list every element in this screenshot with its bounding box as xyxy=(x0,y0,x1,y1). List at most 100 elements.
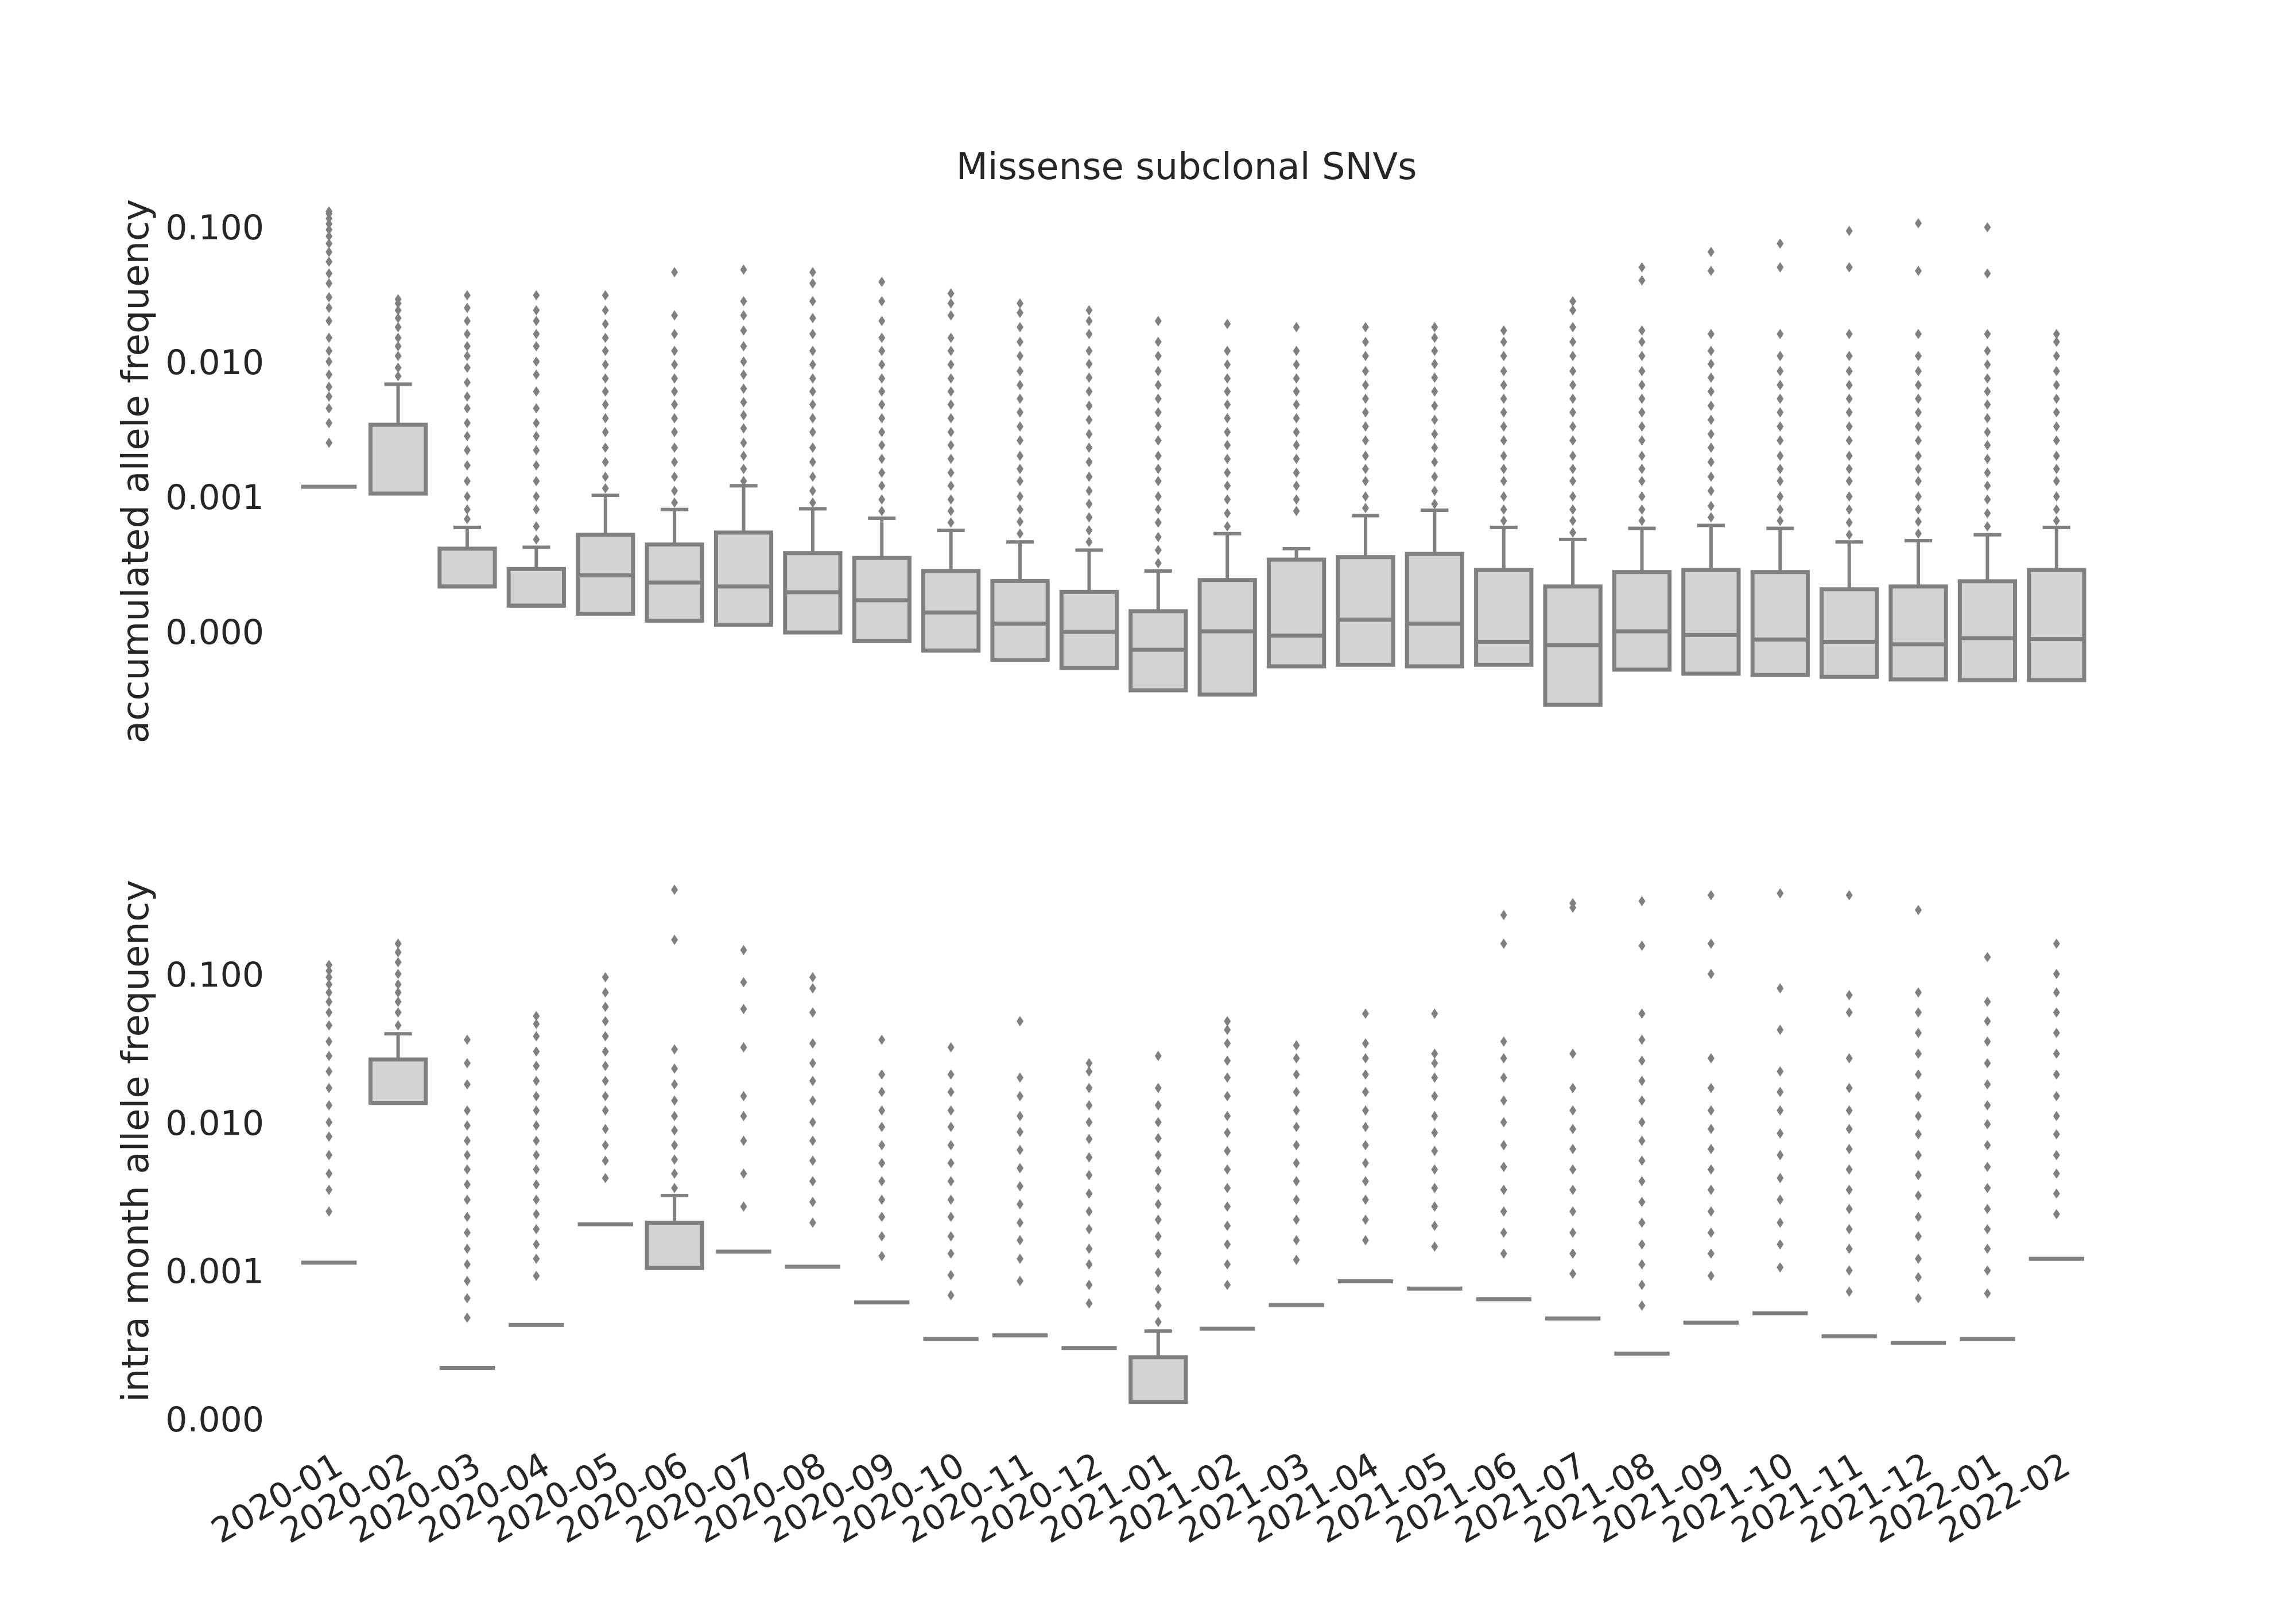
outlier-point xyxy=(947,1158,955,1169)
outlier-point xyxy=(1707,372,1715,383)
outlier-point xyxy=(809,1217,816,1228)
outlier-point xyxy=(533,1105,540,1116)
outlier-point xyxy=(671,1140,678,1151)
outlier-point xyxy=(1569,1105,1577,1116)
outlier-point xyxy=(1984,480,1991,491)
outlier-point xyxy=(533,1224,540,1235)
outlier-point xyxy=(1984,1079,1991,1090)
outlier-point xyxy=(463,1150,471,1160)
outlier-point xyxy=(1707,429,1715,440)
outlier-point xyxy=(1915,407,1922,418)
outlier-point xyxy=(2053,1111,2060,1121)
outlier-point xyxy=(1569,451,1577,461)
outlier-point xyxy=(325,1007,333,1018)
outlier-point xyxy=(1569,296,1577,306)
outlier-point xyxy=(740,1135,747,1146)
outlier-point xyxy=(2053,421,2060,432)
outlier-point xyxy=(740,1042,747,1053)
outlier-point xyxy=(809,457,816,468)
outlier-point xyxy=(1017,366,1024,376)
outlier-point xyxy=(1845,890,1853,900)
outlier-point xyxy=(394,351,402,362)
outlier-point xyxy=(2053,366,2060,376)
outlier-point xyxy=(1224,359,1231,370)
outlier-point xyxy=(463,1034,471,1045)
y-axis-label-accumulated: accumulated allele frequency xyxy=(115,199,157,743)
outlier-point xyxy=(1984,508,1991,519)
outlier-point xyxy=(947,298,955,309)
outlier-point xyxy=(1638,275,1646,286)
outlier-point xyxy=(325,206,333,217)
outlier-point xyxy=(1638,421,1646,432)
outlier-point xyxy=(1224,1201,1231,1212)
outlier-point xyxy=(1569,1206,1577,1217)
outlier-point xyxy=(1362,476,1369,487)
outlier-point xyxy=(1431,332,1438,343)
outlier-point xyxy=(1777,1024,1784,1035)
outlier-point xyxy=(1017,1144,1024,1155)
outlier-point xyxy=(947,1290,955,1301)
outlier-point xyxy=(1777,1150,1784,1160)
outlier-point xyxy=(1915,366,1922,376)
box-2022-02 xyxy=(2029,938,2084,1261)
outlier-point xyxy=(1915,1272,1922,1283)
outlier-point xyxy=(533,1011,540,1022)
outlier-point xyxy=(1017,379,1024,390)
outlier-point xyxy=(1500,1117,1507,1128)
outlier-point xyxy=(1293,1255,1300,1266)
outlier-point xyxy=(1293,346,1300,356)
outlier-point xyxy=(1707,1105,1715,1116)
outlier-point xyxy=(1293,1069,1300,1080)
outlier-point xyxy=(1017,1111,1024,1121)
outlier-point xyxy=(1707,1206,1715,1217)
outlier-point xyxy=(1707,512,1715,523)
outlier-point xyxy=(463,1179,471,1190)
outlier-point xyxy=(1569,504,1577,515)
outlier-point xyxy=(1085,1058,1093,1069)
outlier-point xyxy=(1915,451,1922,461)
outlier-point xyxy=(1431,486,1438,496)
box-2020-01 xyxy=(301,206,357,489)
box-2021-10 xyxy=(1750,238,1810,677)
outlier-point xyxy=(1154,1317,1162,1327)
outlier-point xyxy=(1500,379,1507,390)
outlier-point xyxy=(1431,1241,1438,1252)
outlier-point xyxy=(740,1004,747,1015)
outlier-point xyxy=(1362,379,1369,390)
outlier-point xyxy=(740,1090,747,1101)
outlier-point xyxy=(1845,1143,1853,1154)
outlier-point xyxy=(1777,379,1784,390)
outlier-point xyxy=(602,290,609,301)
outlier-point xyxy=(2053,336,2060,347)
outlier-point xyxy=(463,491,471,502)
outlier-point xyxy=(1707,1185,1715,1195)
outlier-point xyxy=(1984,1265,1991,1276)
outlier-point xyxy=(1085,1279,1093,1290)
box-iqr xyxy=(713,530,774,627)
x-axis-tick-labels: 2020-012020-022020-032020-042020-052020-… xyxy=(205,1445,2077,1551)
outlier-point xyxy=(1154,1100,1162,1111)
outlier-point xyxy=(671,310,678,321)
box-2021-05 xyxy=(1405,322,1465,669)
outlier-point xyxy=(1085,414,1093,425)
outlier-point xyxy=(602,332,609,343)
outlier-point xyxy=(1777,464,1784,475)
outlier-point xyxy=(325,238,333,249)
box-2020-10 xyxy=(921,288,981,653)
outlier-point xyxy=(1777,1262,1784,1273)
box-2021-06 xyxy=(1476,910,1531,1302)
outlier-point xyxy=(602,442,609,453)
outlier-point xyxy=(1777,351,1784,362)
box-2021-01 xyxy=(1128,1050,1188,1404)
outlier-point xyxy=(1845,421,1853,432)
outlier-point xyxy=(602,1124,609,1135)
outlier-point xyxy=(394,987,402,998)
box-2020-01 xyxy=(301,960,357,1265)
outlier-point xyxy=(1017,407,1024,418)
outlier-point xyxy=(1085,359,1093,370)
outlier-point xyxy=(1431,346,1438,356)
outlier-point xyxy=(878,1034,886,1045)
outlier-point xyxy=(1293,453,1300,464)
outlier-point xyxy=(1017,351,1024,362)
outlier-point xyxy=(740,945,747,956)
